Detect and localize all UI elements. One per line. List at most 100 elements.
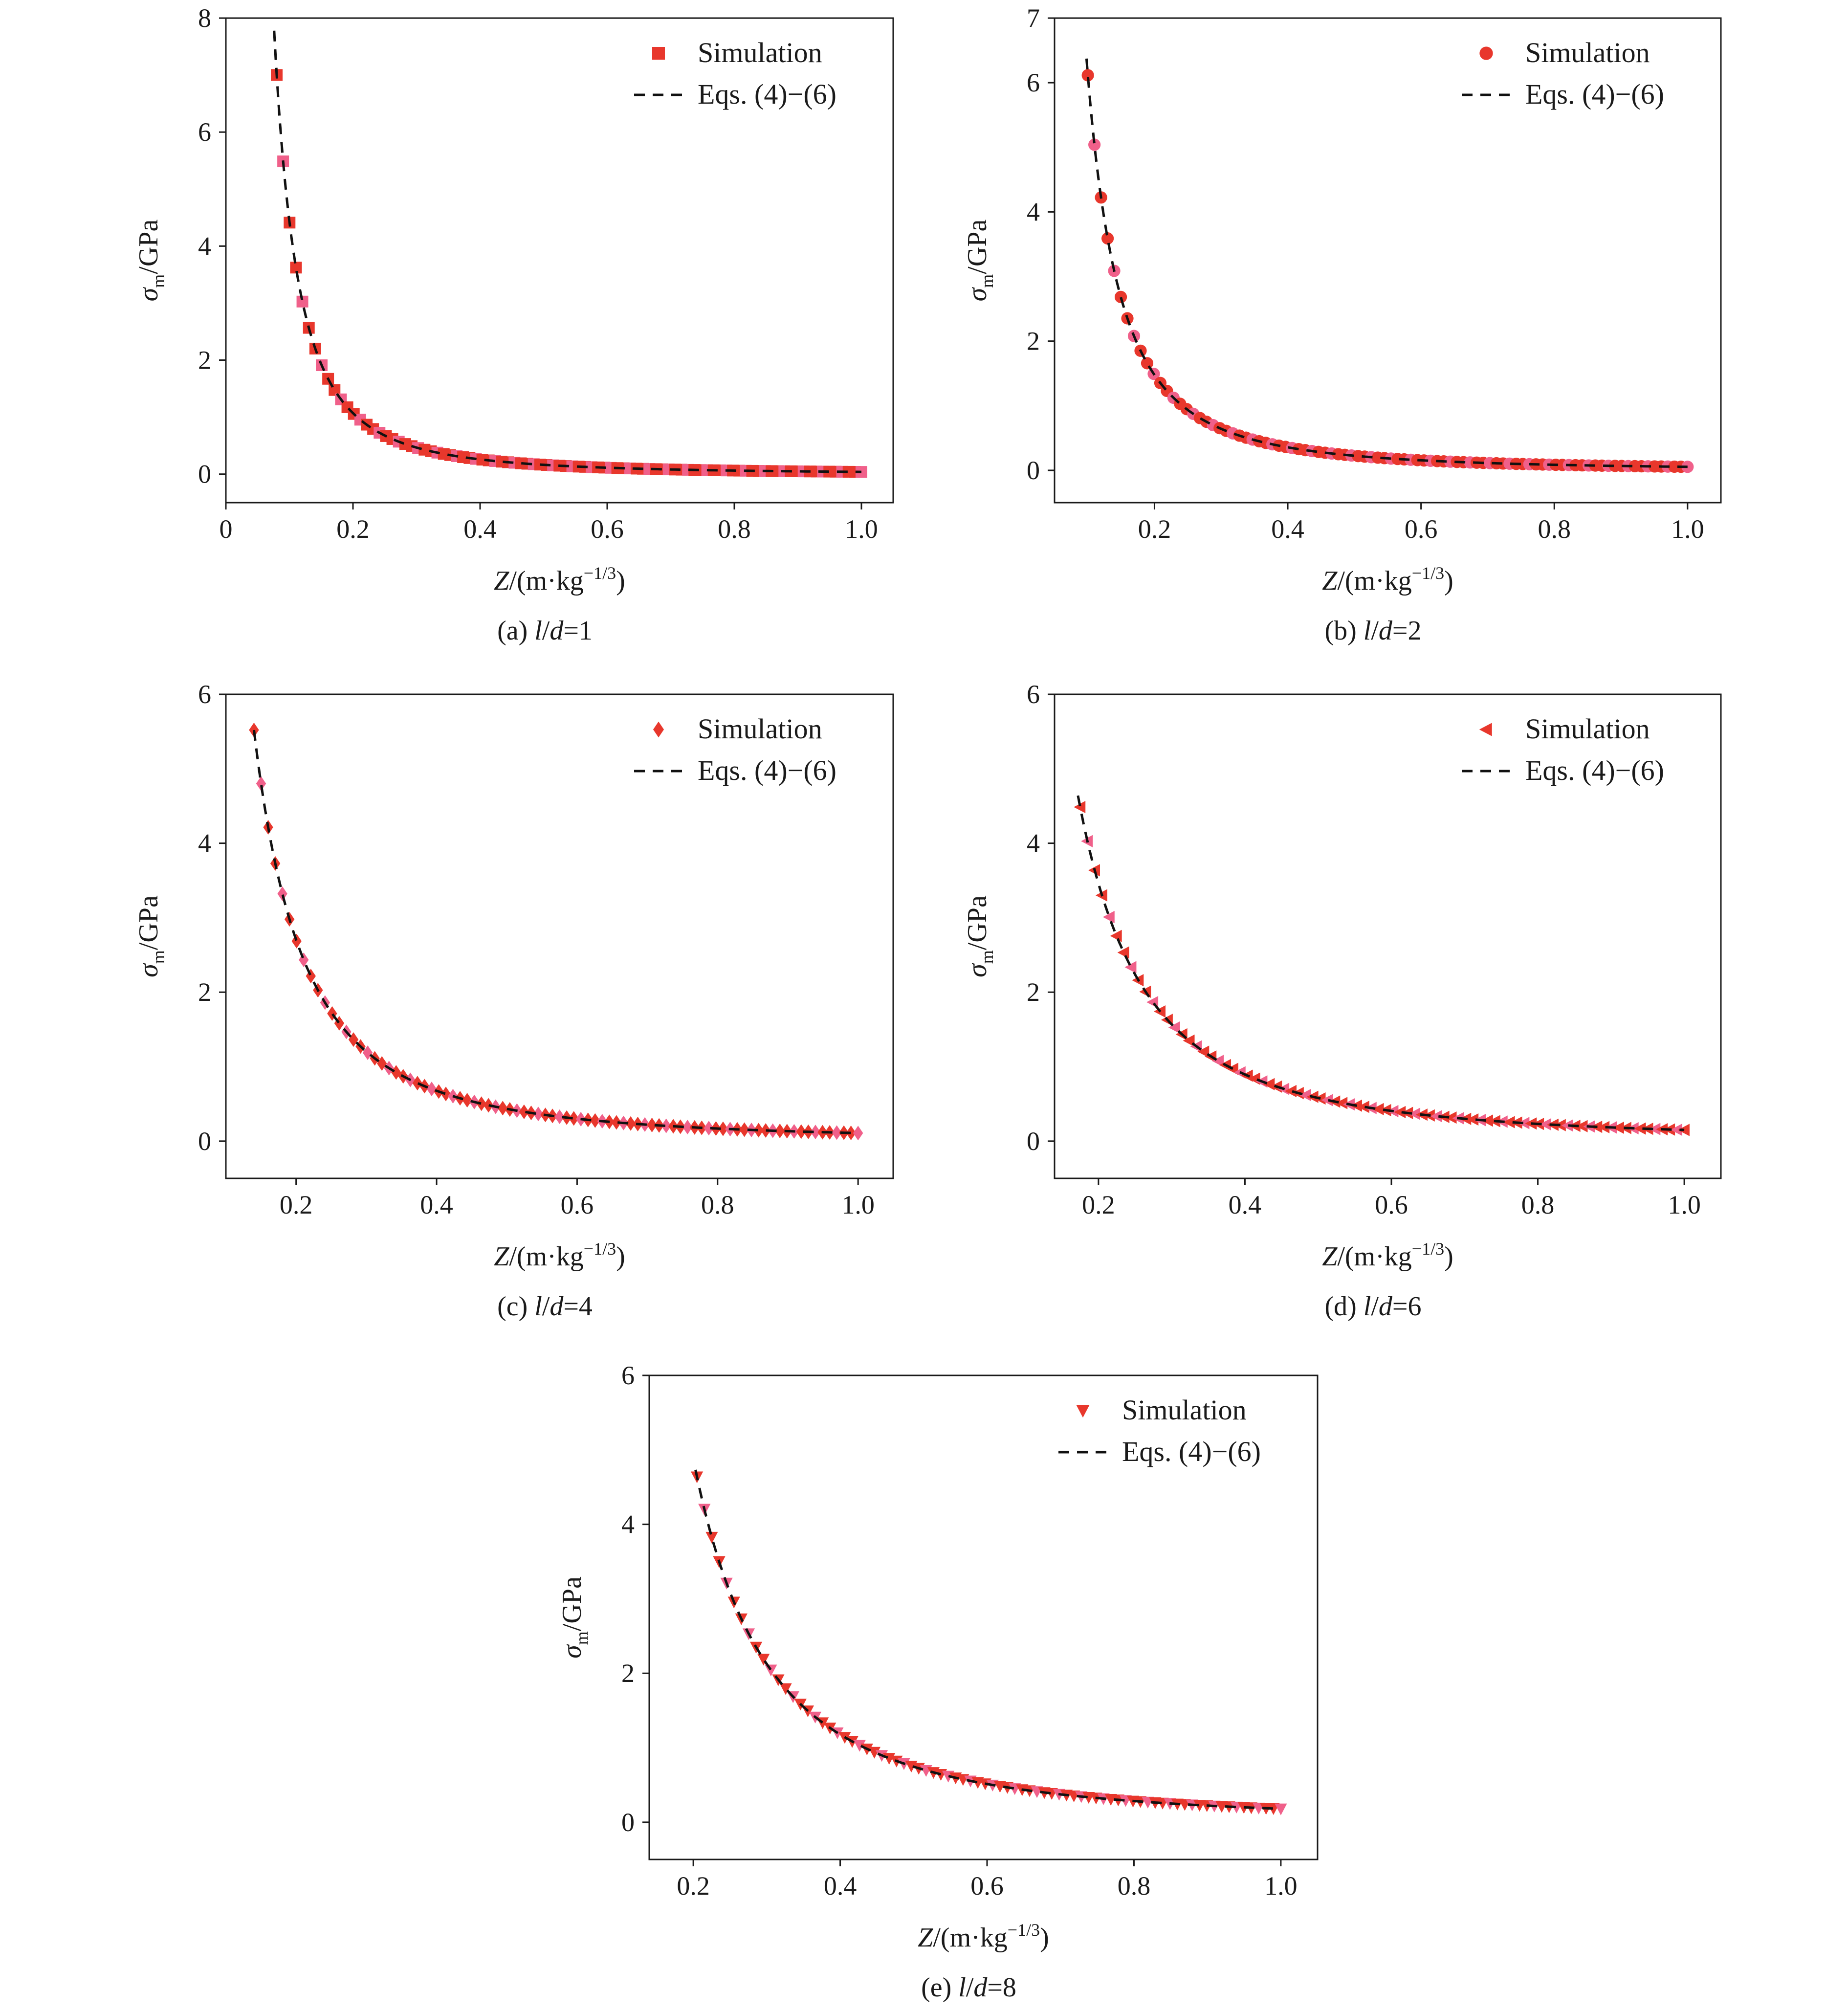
data-point [1074,800,1086,814]
data-point [1114,290,1127,303]
data-point [1275,1803,1287,1815]
x-tick-label: 0.2 [280,1190,313,1219]
data-point [256,776,266,791]
y-axis-title: σm/GPa [133,895,168,977]
chart-panel-c: 0.2 0.4 0.6 0.8 1.0 0 2 4 6 Simulation Eqs. (4)−(6… [133,680,894,1322]
data-point [1598,1121,1610,1133]
data-point [810,1125,821,1140]
data-point [1445,1111,1457,1124]
data-point [1681,461,1694,473]
data-point [362,1045,373,1061]
data-point [1197,1045,1210,1058]
data-point [775,1123,785,1138]
data-point [590,1113,600,1128]
x-tick-label: 0.4 [824,1871,857,1901]
legend-label-simulation: Simulation [1525,713,1650,745]
x-tick-label: 1.0 [1668,1190,1701,1219]
x-tick-label: 1.0 [841,1190,875,1219]
y-tick-label: 4 [621,1510,635,1539]
data-layer [1074,795,1690,1136]
x-axis-title: Z/(m·kg−1/3) [918,1920,1049,1953]
legend-marker-simulation [1076,1405,1090,1418]
data-point [1649,1123,1661,1135]
y-tick-label: 0 [1027,456,1040,485]
data-point [412,1076,423,1091]
x-tick-label: 0 [220,514,233,544]
data-point [682,1120,693,1135]
legend-label-eqs: Eqs. (4)−(6) [698,754,836,786]
legend-marker-simulation [1479,723,1492,736]
data-point [1671,1123,1683,1136]
data-point [1101,232,1114,245]
data-point [1212,1055,1224,1067]
data-point [277,886,287,901]
y-tick-label: 2 [621,1659,635,1688]
data-point [1183,1034,1195,1047]
legend-label-eqs: Eqs. (4)−(6) [1525,78,1664,110]
data-point [1394,1106,1406,1119]
data-point [1357,1101,1369,1113]
data-point [1284,1084,1297,1098]
legend-marker-simulation [1479,46,1493,60]
y-tick-label: 4 [198,231,211,261]
legend-label-simulation: Simulation [1122,1394,1247,1426]
data-point [533,1106,544,1122]
data-point [1088,138,1101,151]
x-tick-label: 0.8 [1118,1871,1151,1901]
data-point [498,1101,508,1116]
data-point [647,1117,657,1132]
plot-frame [1054,17,1722,504]
data-point [661,1118,671,1133]
x-tick-label: 0.4 [420,1190,453,1219]
panel-caption: (e) l/d=8 [921,1972,1016,2003]
data-point [1481,1114,1493,1127]
data-point [705,1531,718,1544]
data-point [832,1125,842,1140]
series-line-eqs [1077,795,1685,1131]
y-tick-label: 8 [198,3,211,33]
data-point [718,1121,728,1136]
y-tick-label: 0 [621,1808,635,1837]
x-tick-label: 0.6 [561,1190,594,1219]
data-point [1141,357,1154,370]
x-tick-label: 0.2 [336,514,370,544]
x-tick-label: 0.6 [970,1871,1004,1901]
data-point [1503,1116,1515,1128]
data-point [569,1111,579,1126]
data-point [306,969,316,984]
y-axis-title: σm/GPa [962,895,997,977]
data-point [376,1056,387,1071]
data-point [299,952,309,968]
series-line-eqs [694,1469,1281,1810]
legend: Simulation Eqs. (4)−(6) [1462,713,1664,786]
data-point [757,1654,770,1666]
data-point [519,1104,529,1119]
y-tick-label: 6 [198,117,211,147]
y-tick-label: 4 [1027,197,1040,226]
data-point [1576,1120,1588,1132]
x-axis-title: Z/(m·kg−1/3) [494,563,625,596]
chart-panel-e: 0.2 0.4 0.6 0.8 1.0 0 2 4 6 Simulation Eqs. (4)−(6… [557,1361,1319,2003]
data-point [1408,1107,1421,1120]
plot-frame [648,1374,1319,1860]
data-point [739,1122,749,1137]
data-point [853,1126,863,1141]
y-tick-label: 2 [198,977,211,1007]
legend-label-eqs: Eqs. (4)−(6) [698,78,836,110]
y-tick-label: 4 [198,829,211,858]
series-line-eqs [273,30,862,473]
legend-label-simulation: Simulation [698,37,822,68]
data-point [625,1116,636,1131]
data-point [1612,1121,1624,1134]
x-tick-label: 0.4 [1271,514,1304,544]
y-tick-label: 6 [1027,680,1040,709]
data-layer [691,1469,1287,1815]
x-tick-label: 0.6 [591,514,624,544]
y-tick-label: 2 [1027,327,1040,356]
data-point [426,1082,437,1097]
y-tick-label: 2 [198,346,211,375]
y-axis-title: σm/GPa [557,1576,592,1659]
y-tick-label: 2 [1027,977,1040,1007]
y-tick-label: 4 [1027,829,1040,858]
y-tick-label: 6 [621,1361,635,1390]
